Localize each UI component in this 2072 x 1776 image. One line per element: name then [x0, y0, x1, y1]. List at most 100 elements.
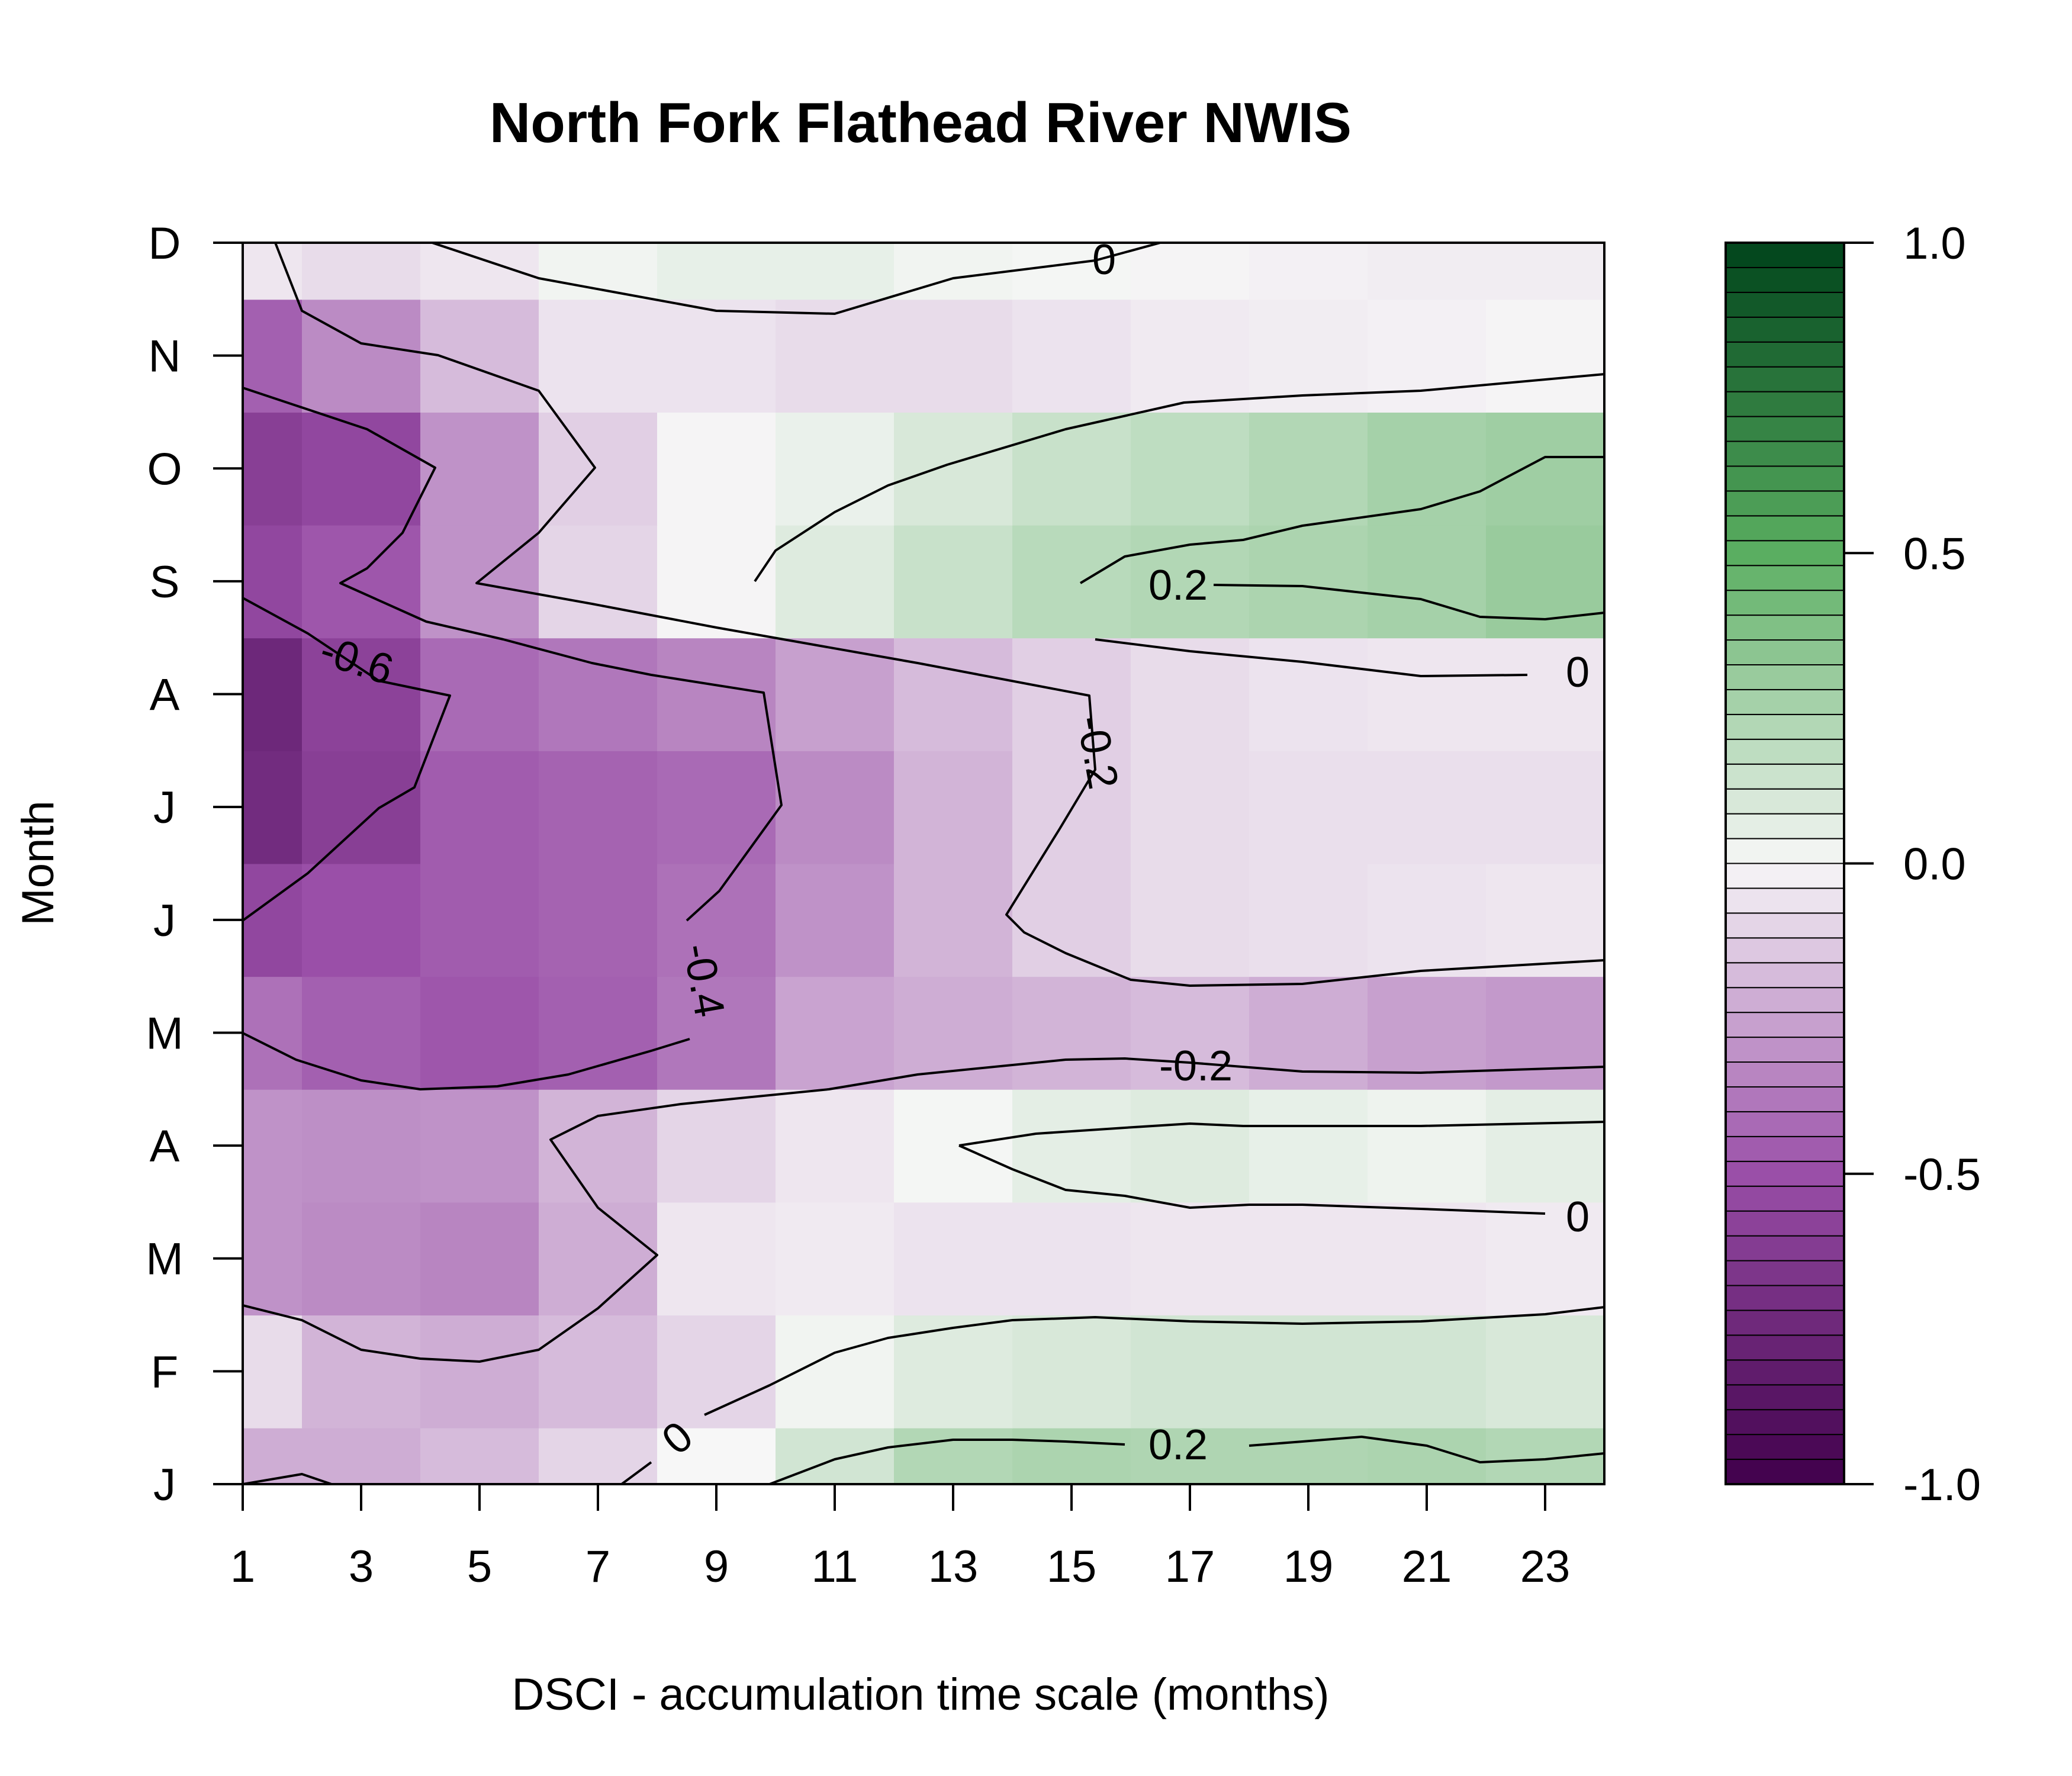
heatmap-cell: [657, 1315, 776, 1428]
contour-line-0.2-sept-lower: [1213, 584, 1604, 620]
heatmap-cell: [243, 299, 303, 413]
heatmap-cell: [894, 525, 1013, 639]
heatmap-cell: [243, 638, 303, 751]
colorbar-tick-label: 0.0: [1903, 839, 1966, 890]
colorbar-tick-label: 0.5: [1903, 529, 1966, 579]
colorbar-swatch: [1725, 1135, 1845, 1162]
heatmap-cell: [1131, 411, 1250, 526]
colorbar-tick-label: -1.0: [1903, 1460, 1981, 1510]
colorbar-swatch: [1725, 565, 1845, 591]
y-tick-label: A: [150, 1121, 180, 1172]
contour-line-neg0.6: [243, 597, 451, 922]
heatmap-cell: [539, 1315, 658, 1428]
heatmap-cell: [776, 750, 895, 864]
heatmap-cell: [657, 525, 776, 639]
contour-line-jan-left: [243, 1473, 332, 1484]
colorbar-swatch: [1725, 688, 1845, 715]
heatmap-cell: [894, 1315, 1013, 1428]
heatmap-cell: [894, 411, 1013, 526]
contour-labels: -0.6 -0.4 -0.2 -0.2 0 0 0 0.2 0.2 0: [314, 236, 1590, 1469]
contour-lines: [243, 243, 1604, 1484]
heatmap-cell: [1486, 243, 1604, 300]
colorbar-swatch: [1725, 1334, 1845, 1361]
heatmap-cell: [1249, 1089, 1368, 1203]
heatmap-cell: [1012, 1089, 1131, 1203]
contour-line-0.2-jan: [769, 1439, 1125, 1484]
heatmap-cell: [1131, 863, 1250, 977]
heatmap-cell: [1486, 1089, 1604, 1203]
heatmap-cell: [539, 1202, 658, 1316]
heatmap-cell: [1012, 243, 1131, 300]
heatmap-cell: [420, 243, 539, 300]
heatmap-cell: [894, 750, 1013, 864]
heatmap-cell: [243, 525, 303, 639]
heatmap-cell: [776, 1202, 895, 1316]
heatmap-cell: [302, 1315, 421, 1428]
heatmap-cell: [243, 976, 303, 1090]
x-tick-label: 15: [1047, 1542, 1097, 1592]
y-tick-label: S: [150, 557, 180, 607]
colorbar-swatch: [1725, 788, 1845, 815]
heatmap-cell: [776, 243, 895, 300]
x-tick-label: 3: [349, 1542, 374, 1592]
heatmap-cell: [657, 976, 776, 1090]
colorbar-swatch: [1725, 863, 1845, 889]
heatmap-cell: [1249, 863, 1368, 977]
contour-line-0-top: [432, 243, 1161, 315]
colorbar-swatch: [1725, 465, 1845, 492]
heatmap-cell: [420, 750, 539, 864]
heatmap-cell: [420, 411, 539, 526]
heatmap-cell: [302, 863, 421, 977]
colorbar-swatch: [1725, 838, 1845, 864]
heatmap-cell: [302, 243, 421, 300]
heatmap-cell: [1249, 525, 1368, 639]
heatmap-cell: [302, 1089, 421, 1203]
heatmap-cell: [539, 243, 658, 300]
heatmap-cell: [1486, 1202, 1604, 1316]
heatmap-cell: [1249, 638, 1368, 751]
y-tick-label: O: [147, 444, 182, 494]
heatmap-cell: [1368, 243, 1487, 300]
heatmap-cell: [894, 1089, 1013, 1203]
contour-line-neg0.2-upper: [274, 243, 1604, 987]
heatmap-cell: [1368, 1427, 1487, 1484]
colorbar-swatch: [1725, 639, 1845, 665]
heatmap-cell: [776, 299, 895, 413]
colorbar-swatch: [1725, 590, 1845, 616]
chart-title: North Fork Flathead River NWIS: [490, 91, 1352, 155]
plot-frame: [242, 242, 1606, 1485]
colorbar-swatch: [1725, 242, 1845, 268]
heatmap-cell: [1368, 1089, 1487, 1203]
contour-line-neg0.2-lower: [243, 1057, 1604, 1363]
x-tick-label: 17: [1165, 1542, 1215, 1592]
colorbar-swatch: [1725, 540, 1845, 567]
heatmap-cell: [1249, 243, 1368, 300]
heatmap-cell: [302, 750, 421, 864]
heatmap-cell: [302, 1427, 421, 1484]
heatmap-cell: [1249, 750, 1368, 864]
x-tick-label: 13: [928, 1542, 979, 1592]
heatmap-cell: [894, 1427, 1013, 1484]
heatmap-cell: [776, 525, 895, 639]
heatmap-cell: [1131, 1427, 1250, 1484]
colorbar-swatch: [1725, 416, 1845, 442]
colorbar-axis: -1.0 -0.5 0.0 0.5 1.0: [1844, 218, 1981, 1510]
heatmap-cell: [539, 863, 658, 977]
heatmap-cell: [1486, 863, 1604, 977]
heatmap-cell: [1368, 863, 1487, 977]
heatmap-cell: [1368, 1315, 1487, 1428]
colorbar-swatch: [1725, 763, 1845, 790]
heatmap-cell: [243, 1202, 303, 1316]
heatmap-cell: [420, 976, 539, 1090]
heatmap-cell: [1012, 976, 1131, 1090]
heatmap-cell: [657, 1202, 776, 1316]
heatmap-cell: [302, 411, 421, 526]
colorbar-swatch: [1725, 316, 1845, 343]
heatmap-cell: [420, 1315, 539, 1428]
colorbar-swatch: [1725, 1384, 1845, 1411]
heatmap-cell: [243, 411, 303, 526]
colorbar-swatch: [1725, 1285, 1845, 1311]
colorbar-swatch: [1725, 987, 1845, 1014]
heatmap-cell: [302, 976, 421, 1090]
